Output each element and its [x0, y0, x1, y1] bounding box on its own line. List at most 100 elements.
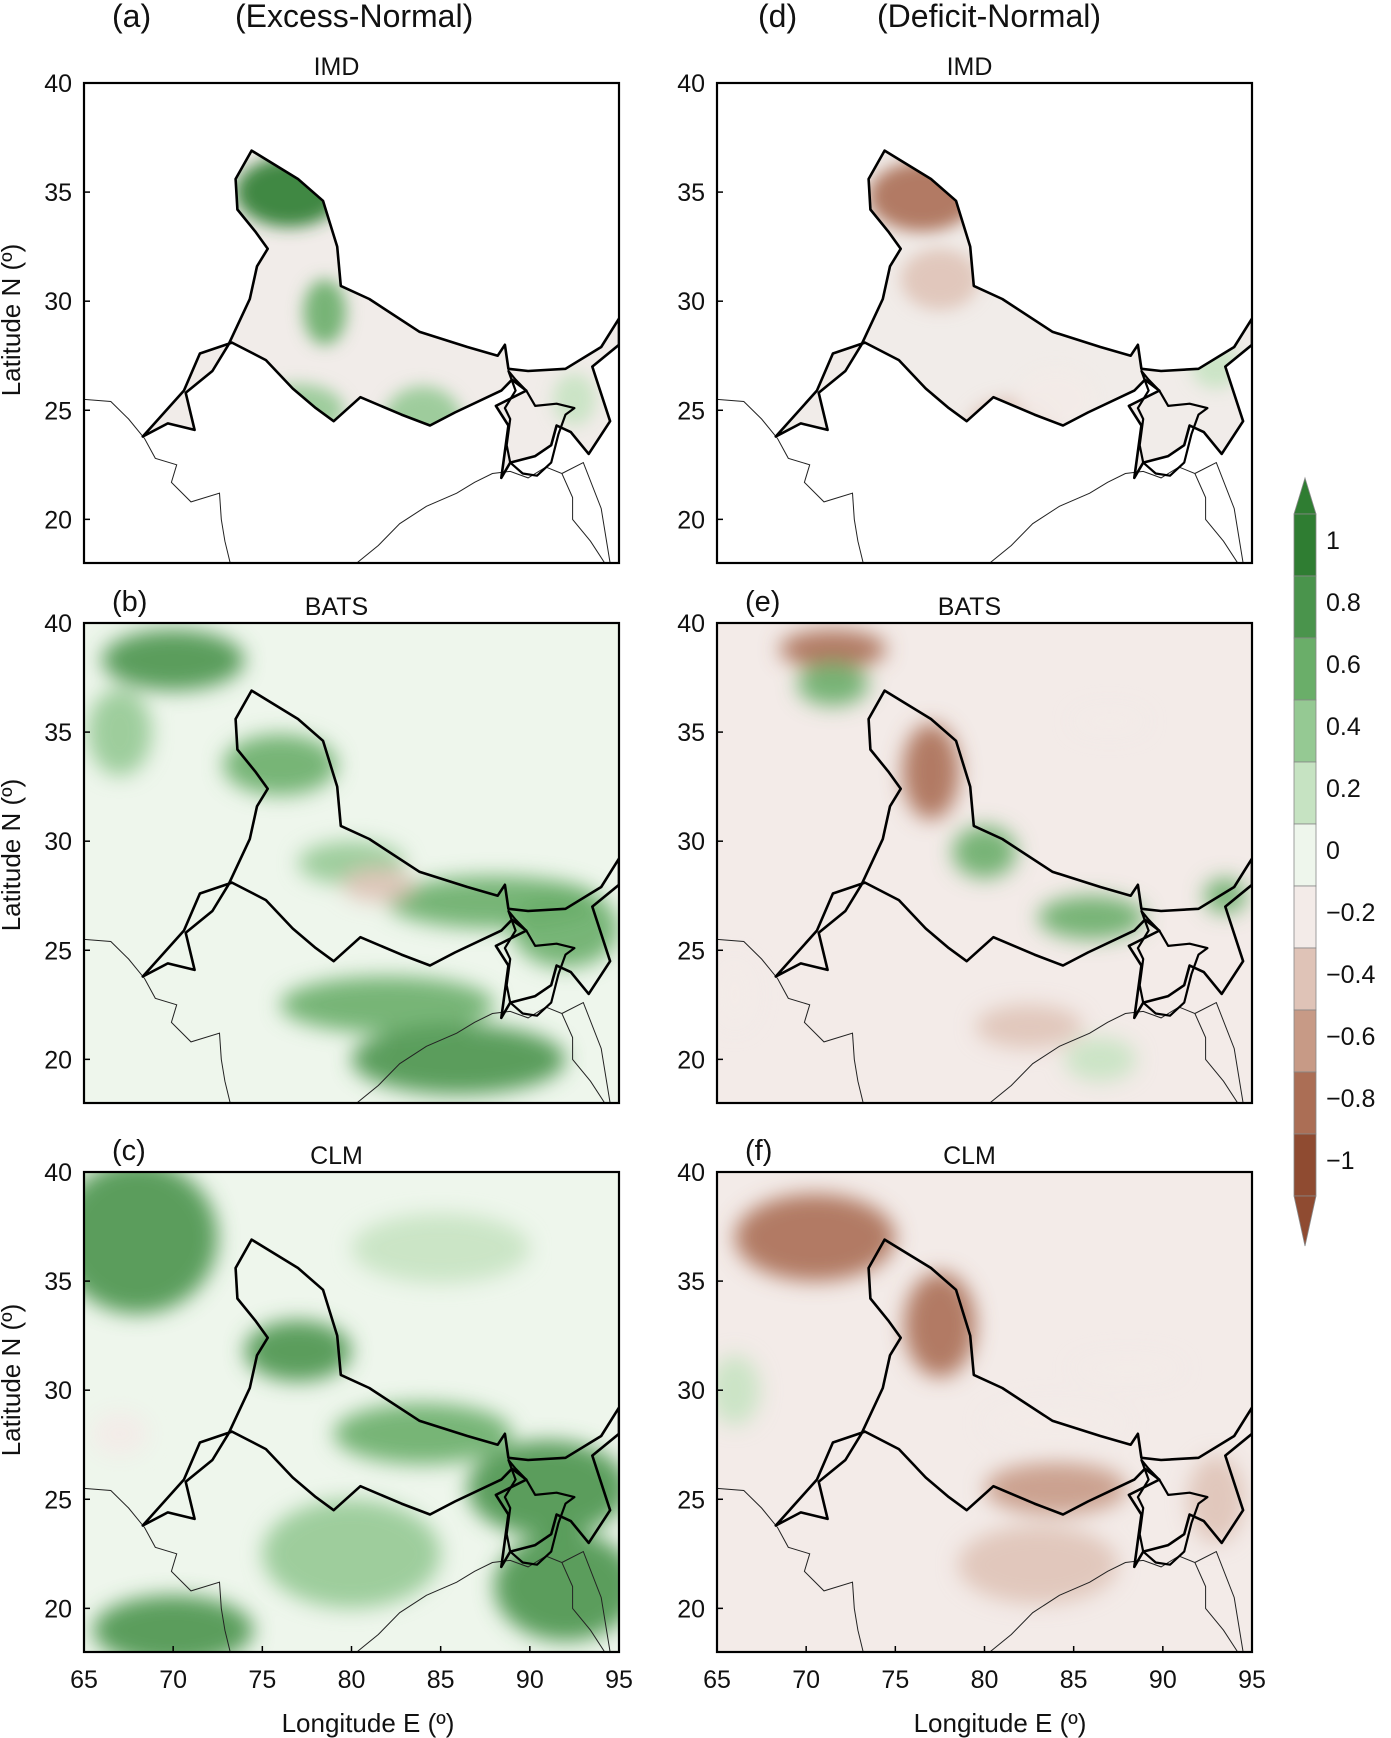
x-tick-label: 90 [1149, 1666, 1177, 1694]
anomaly-patch [342, 867, 414, 903]
india-boundary [774, 149, 1252, 480]
x-tick-label: 85 [427, 1666, 455, 1694]
column-d-tag: (d) [758, 0, 797, 34]
coastline-west [717, 398, 864, 563]
map-panel-imd-deficit: IMD 20 25 30 35 40 [677, 53, 1254, 565]
coastline-myanmar [1194, 1001, 1244, 1103]
anomaly-patch [91, 1412, 149, 1456]
colorbar-label: 0.8 [1326, 589, 1361, 617]
bangladesh-boundary [503, 909, 576, 1017]
colorbar-segment [1293, 761, 1317, 825]
anomaly-patch [717, 959, 757, 1029]
anomaly-patch [553, 373, 596, 426]
panel-frame [82, 81, 621, 565]
anomaly-patch [734, 1193, 896, 1282]
panel-frame [82, 621, 621, 1105]
coastline-west [84, 398, 231, 563]
anomaly-patch [717, 1355, 760, 1426]
coastline-west [717, 1487, 864, 1652]
colorbar-segment [1293, 637, 1317, 701]
anomaly-patch [280, 976, 495, 1034]
coastline-myanmar [1194, 461, 1244, 563]
panel-tag: (b) [112, 586, 147, 618]
colorbar-label: 0 [1326, 837, 1340, 865]
y-tick-label: 30 [44, 828, 72, 856]
anomaly-patch [383, 386, 462, 457]
y-tick-label: 30 [677, 1377, 705, 1405]
map-panel-bats-excess: BATS (b) 20 25 30 35 40 [44, 586, 621, 1105]
colorbar-label: −0.2 [1326, 899, 1375, 927]
anomaly-patch [957, 1525, 1119, 1604]
x-tick-label: 70 [792, 1666, 820, 1694]
coastline-east [989, 1006, 1239, 1103]
y-tick-label: 40 [44, 1159, 72, 1187]
india-boundary [141, 689, 619, 1020]
y-tick-label: 25 [677, 937, 705, 965]
y-axis-title-row2: Latitude N (º) [0, 779, 26, 932]
y-tick-label: 20 [44, 1595, 72, 1623]
bangladesh-boundary [1136, 369, 1209, 477]
anomaly-patch [1064, 1037, 1137, 1082]
colorbar-segment [1293, 699, 1317, 763]
x-tick-label: 75 [881, 1666, 909, 1694]
anomaly-patch [87, 688, 152, 776]
x-tick-label: 65 [70, 1666, 98, 1694]
anomaly-patch [1016, 368, 1095, 430]
anomaly-patch [92, 1595, 254, 1652]
panel-title: CLM [943, 1142, 996, 1170]
anomaly-patch [262, 1499, 441, 1609]
anomaly-patch [351, 1024, 566, 1095]
x-tick-label: 65 [703, 1666, 731, 1694]
x-tick-label: 90 [516, 1666, 544, 1694]
india-boundary [774, 689, 1252, 1020]
colorbar-label: −1 [1326, 1147, 1355, 1175]
india-boundary [774, 1238, 1252, 1569]
coastline-west [84, 1487, 231, 1652]
panel-title: BATS [305, 593, 368, 621]
colorbar-top-arrow [1293, 476, 1317, 515]
colorbar-label: −0.8 [1326, 1085, 1375, 1113]
y-tick-label: 25 [677, 1486, 705, 1514]
y-tick-label: 25 [44, 937, 72, 965]
bangladesh-boundary [503, 1458, 576, 1566]
colorbar: 1 0.8 0.6 0.4 0.2 0 −0.2 −0.4 −0.6 −0.8 −1 [1293, 476, 1375, 1247]
x-tick-label: 95 [605, 1666, 633, 1694]
colorbar-segment [1293, 1133, 1317, 1197]
anomaly-patch [1073, 1355, 1181, 1382]
map-panel-imd-excess: IMD 20 25 30 35 40 [44, 53, 621, 565]
anomaly-patch [975, 1004, 1083, 1049]
y-tick-label: 25 [44, 397, 72, 425]
colorbar-label: 0.2 [1326, 775, 1361, 803]
map-background [142, 150, 619, 478]
y-tick-label: 20 [44, 1046, 72, 1074]
y-tick-label: 25 [44, 1486, 72, 1514]
anomaly-patch [902, 723, 960, 820]
anomaly-patch [952, 825, 1017, 879]
anomaly-patch [1073, 708, 1146, 735]
x-tick-label: 80 [971, 1666, 999, 1694]
y-axis-title-row3: Latitude N (º) [0, 1304, 26, 1457]
x-tick-label: 85 [1060, 1666, 1088, 1694]
coastline-myanmar [561, 1550, 611, 1652]
panel-title: CLM [310, 1142, 363, 1170]
map-panel-clm-excess: CLM (c) 20 25 30 35 40 65 70 75 80 85 90 95 [44, 1135, 633, 1694]
column-a-subtitle: (Excess-Normal) [235, 0, 473, 34]
coastline-west [717, 938, 864, 1103]
panel-title: IMD [314, 53, 360, 81]
y-axis-title-row1: Latitude N (º) [0, 244, 26, 397]
anomaly-patch [467, 1440, 619, 1537]
anomaly-patch [984, 1462, 1128, 1515]
anomaly-patch [101, 629, 245, 691]
map-background [775, 150, 1252, 478]
map-panels: IMD 20 25 30 35 40 BATS (b) 20 25 30 35 40 CLM (c) 20 25… [44, 53, 1266, 1694]
y-tick-label: 30 [677, 828, 705, 856]
panel-tag: (e) [745, 586, 780, 618]
anomaly-patch [1038, 895, 1145, 940]
coastline-west [84, 938, 231, 1103]
y-tick-label: 40 [677, 610, 705, 638]
coastline-east [356, 1555, 606, 1652]
colorbar-segment [1293, 575, 1317, 639]
y-tick-label: 35 [44, 179, 72, 207]
coastline-east [356, 1006, 606, 1103]
